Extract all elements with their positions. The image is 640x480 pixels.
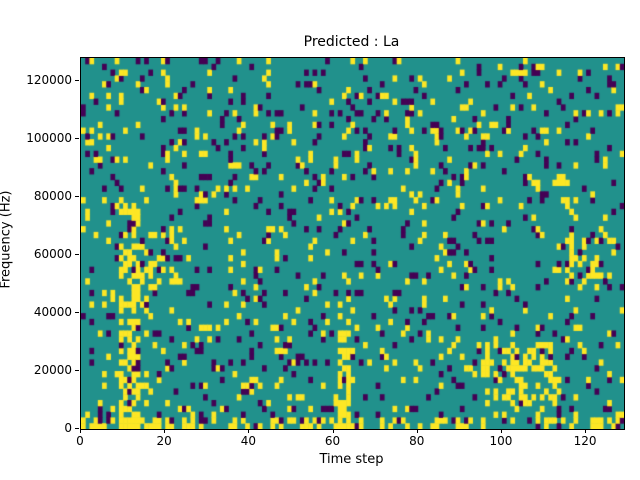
x-tick-label: 60 — [324, 434, 341, 448]
y-tick-mark — [75, 80, 79, 82]
y-tick-mark — [75, 370, 79, 372]
x-tick-mark — [585, 429, 587, 433]
y-tick-label: 100000 — [26, 131, 72, 146]
x-axis-label: Time step — [319, 452, 384, 467]
x-tick-label: 0 — [76, 434, 84, 448]
y-tick-label: 80000 — [33, 189, 72, 204]
x-tick-label: 120 — [573, 434, 597, 448]
y-tick-mark — [75, 312, 79, 314]
x-tick-mark — [332, 429, 334, 433]
y-tick-mark — [75, 254, 79, 256]
y-axis-label: Frequency (Hz) — [0, 190, 14, 289]
y-tick-label: 0 — [64, 421, 72, 435]
x-tick-label: 80 — [409, 434, 425, 448]
y-tick-mark — [75, 428, 79, 429]
heatmap-canvas — [81, 58, 624, 429]
x-tick-mark — [500, 429, 502, 433]
x-tick-label: 20 — [156, 434, 172, 448]
x-tick-mark — [80, 429, 81, 433]
y-tick-label: 40000 — [33, 305, 72, 320]
x-tick-label: 100 — [489, 434, 513, 448]
y-tick-label: 60000 — [33, 247, 72, 262]
x-tick-mark — [248, 429, 250, 433]
x-tick-mark — [164, 429, 166, 433]
x-tick-label: 40 — [240, 434, 256, 448]
y-tick-mark — [75, 138, 79, 140]
plot-area — [80, 57, 625, 430]
y-tick-mark — [75, 196, 79, 198]
y-tick-label: 120000 — [26, 73, 72, 88]
plot-title: Predicted : La — [303, 34, 400, 50]
y-tick-label: 20000 — [33, 363, 72, 378]
x-tick-mark — [416, 429, 418, 433]
